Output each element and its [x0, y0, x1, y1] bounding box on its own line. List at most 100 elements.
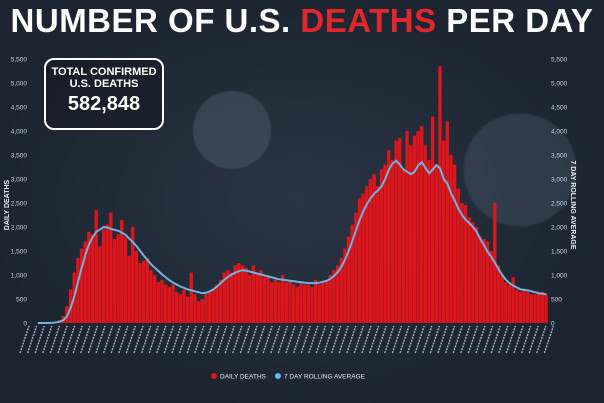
x-tick-label — [475, 325, 486, 354]
page-title: NUMBER OF U.S. DEATHS PER DAY — [0, 2, 604, 40]
y-axis-label-right: 7 DAY ROLLING AVERAGE — [569, 160, 576, 249]
legend-label-average: 7 DAY ROLLING AVERAGE — [284, 374, 366, 381]
bar-daily-deaths — [182, 289, 186, 323]
bar-daily-deaths — [321, 282, 325, 323]
x-tick-label — [543, 325, 555, 354]
bar-daily-deaths — [398, 138, 402, 323]
bar-daily-deaths — [379, 169, 384, 323]
bar-daily-deaths — [456, 188, 460, 323]
x-tick-label — [64, 325, 76, 354]
x-tick-label — [490, 325, 501, 354]
bar-daily-deaths — [474, 227, 479, 323]
bar-daily-deaths — [361, 193, 365, 323]
bar-daily-deaths — [123, 236, 128, 323]
bar-daily-deaths — [441, 140, 446, 323]
legend: DAILY DEATHS 7 DAY ROLLING AVERAGE — [211, 373, 366, 381]
bar-daily-deaths — [390, 159, 395, 323]
y-tick-label-left: 4,500 — [11, 105, 28, 112]
y-tick-label-right: 3,500 — [551, 153, 568, 160]
bar-daily-deaths — [288, 279, 292, 323]
y-axis-left: 0 500 1,000 1,500 2,000 2,500 3,000 3,500 4,000 4… — [11, 57, 28, 328]
x-tick-label — [429, 325, 441, 354]
bar-daily-deaths — [237, 263, 241, 323]
y-tick-label-right: 0 — [551, 321, 555, 328]
bar-daily-deaths — [167, 287, 172, 323]
y-tick-label-right: 2,500 — [551, 201, 568, 208]
x-tick-label — [513, 325, 524, 354]
total-deaths-box: TOTAL CONFIRMED U.S. DEATHS 582,848 — [44, 58, 164, 130]
y-tick-label-left: 4,000 — [11, 129, 28, 136]
bar-daily-deaths — [160, 279, 164, 323]
bar-daily-deaths — [328, 275, 332, 323]
bar-daily-deaths — [193, 294, 197, 323]
bar-daily-deaths — [299, 282, 303, 323]
x-tick-label — [482, 325, 494, 354]
bar-daily-deaths — [145, 258, 150, 323]
x-tick-label — [125, 325, 137, 354]
bar-daily-deaths — [90, 234, 95, 323]
x-tick-label — [308, 325, 319, 354]
x-axis — [19, 325, 555, 354]
legend-swatch-daily — [211, 373, 217, 379]
y-tick-label-right: 5,000 — [551, 81, 568, 88]
bar-daily-deaths — [409, 145, 413, 323]
bar-daily-deaths — [310, 287, 314, 323]
bar-daily-deaths — [226, 270, 230, 323]
bar-daily-deaths — [244, 267, 248, 323]
x-tick-label — [95, 325, 106, 354]
bar-daily-deaths — [357, 198, 362, 323]
bar-daily-deaths — [533, 294, 537, 323]
bar-daily-deaths — [277, 282, 281, 323]
x-tick-label — [19, 325, 30, 354]
bar-daily-deaths — [207, 291, 212, 323]
bar-daily-deaths — [438, 66, 442, 323]
y-tick-label-left: 2,000 — [11, 225, 28, 232]
bar-daily-deaths — [387, 150, 391, 323]
bar-daily-deaths — [204, 294, 208, 323]
x-tick-label — [437, 325, 448, 354]
bar-daily-deaths — [537, 291, 541, 323]
rolling-average-line — [37, 159, 547, 324]
bar-daily-deaths — [427, 159, 431, 323]
title-part-3: PER DAY — [436, 2, 594, 39]
x-tick-label — [34, 325, 45, 354]
x-tick-label — [110, 325, 121, 354]
bar-daily-deaths — [471, 222, 475, 323]
bar-series — [50, 66, 548, 324]
bar-daily-deaths — [259, 270, 263, 323]
x-tick-label — [194, 325, 205, 354]
y-tick-label-left: 5,500 — [11, 57, 28, 64]
bar-daily-deaths — [171, 284, 175, 323]
bar-daily-deaths — [343, 248, 347, 323]
x-tick-label — [140, 325, 152, 354]
y-tick-label-left: 2,500 — [11, 201, 28, 208]
bar-daily-deaths — [346, 236, 351, 323]
x-tick-label — [353, 325, 365, 354]
legend-swatch-average — [275, 373, 281, 379]
x-tick-label — [247, 325, 258, 354]
bar-daily-deaths — [240, 265, 245, 323]
legend-label-daily: DAILY DEATHS — [220, 374, 267, 381]
bar-daily-deaths — [116, 234, 120, 323]
bar-daily-deaths — [478, 236, 482, 323]
x-tick-label — [163, 325, 175, 354]
bar-daily-deaths — [496, 265, 501, 323]
bar-daily-deaths — [383, 164, 387, 323]
x-tick-label — [505, 325, 517, 354]
bar-daily-deaths — [134, 251, 139, 323]
bar-daily-deaths — [518, 291, 523, 323]
bar-daily-deaths — [420, 126, 424, 323]
title-part-2: DEATHS — [300, 2, 437, 39]
bar-daily-deaths — [540, 291, 545, 323]
bar-daily-deaths — [500, 275, 504, 323]
y-tick-label-right: 2,000 — [551, 225, 568, 232]
x-tick-label — [80, 325, 91, 354]
bar-daily-deaths — [452, 164, 457, 323]
x-tick-label — [399, 325, 410, 354]
bar-daily-deaths — [449, 155, 453, 323]
x-tick-label — [444, 325, 456, 354]
x-tick-label — [323, 325, 334, 354]
bar-daily-deaths — [266, 275, 270, 323]
bar-daily-deaths — [511, 277, 515, 323]
